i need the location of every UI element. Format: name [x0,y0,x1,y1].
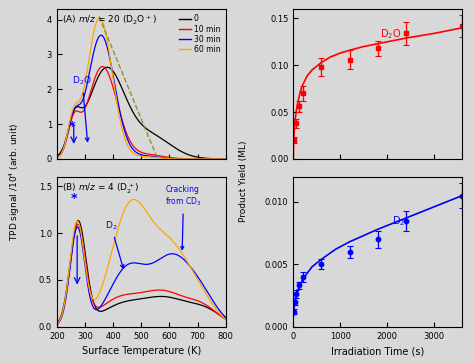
Text: D$_2$: D$_2$ [105,219,124,268]
Text: (A) $m/z$ = 20 (D$_2$O$^+$): (A) $m/z$ = 20 (D$_2$O$^+$) [62,13,157,27]
X-axis label: Irradiation Time (s): Irradiation Time (s) [331,346,424,356]
X-axis label: Surface Temperature (K): Surface Temperature (K) [82,346,201,356]
Text: D$_2$O: D$_2$O [380,27,401,41]
Text: Cracking
from CD$_3$: Cracking from CD$_3$ [165,185,202,249]
Text: Product Yield (ML): Product Yield (ML) [239,141,248,222]
Legend: 0, 10 min, 30 min, 60 min: 0, 10 min, 30 min, 60 min [178,13,222,56]
Text: *: * [70,192,77,205]
Text: *: * [69,120,75,133]
Text: D$_2$: D$_2$ [392,214,405,228]
Text: TPD signal /10$^4$ (arb. unit): TPD signal /10$^4$ (arb. unit) [7,122,21,241]
Text: D$_2$O: D$_2$O [73,75,92,142]
Text: (B) $m/z$ = 4 (D$_2^+$): (B) $m/z$ = 4 (D$_2^+$) [62,182,140,196]
